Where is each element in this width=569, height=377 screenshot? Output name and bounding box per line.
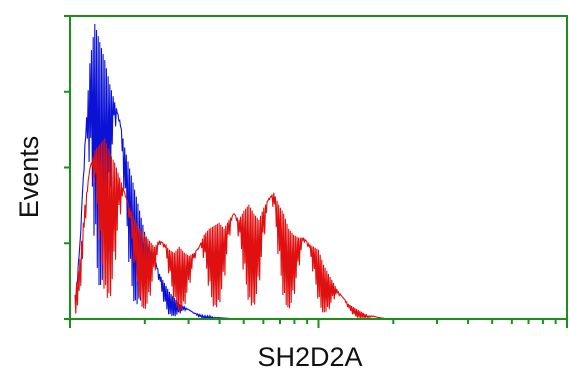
series-layer	[74, 23, 393, 321]
series-2-line	[74, 138, 393, 320]
axis-ticks	[64, 15, 568, 328]
y-axis-label: Events	[14, 136, 44, 219]
x-axis-label: SH2D2A	[257, 342, 362, 372]
